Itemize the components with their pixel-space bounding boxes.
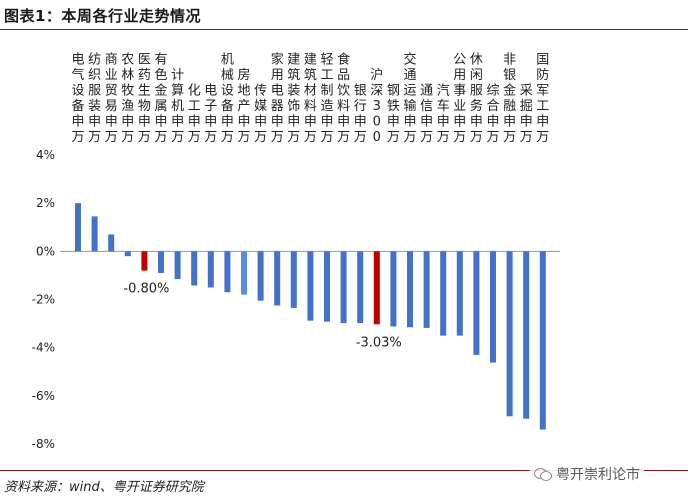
category-label: 国防军工申万 <box>536 53 549 146</box>
y-tick-label: -8% <box>32 437 55 451</box>
category-label: 医药生物申万 <box>138 53 151 146</box>
category-label: 非银金融申万 <box>503 53 516 146</box>
category-label: 轻工制造申万 <box>320 53 333 146</box>
bar-18 <box>357 251 364 324</box>
figure-title: 图表1：本周各行业走势情况 <box>4 7 201 25</box>
bar-11 <box>241 251 247 295</box>
bar-29 <box>539 251 546 430</box>
bar-8 <box>191 251 198 286</box>
bar-16 <box>324 251 330 322</box>
category-label: 建筑装饰申万 <box>287 53 300 146</box>
category-label: 建筑材料申万 <box>304 53 317 146</box>
bar-27 <box>506 251 513 417</box>
category-label: 有色金属申万 <box>154 53 167 146</box>
category-label: 电气设备申万 <box>71 53 84 146</box>
bar-3 <box>108 234 115 252</box>
y-tick-label: 2% <box>36 196 55 210</box>
y-tick-label: 0% <box>36 244 55 258</box>
bar-chart: -8% -6% -4% -2% 0% 2% 4% 电气设备申万纺织服装申万商业贸易申万农林牧渔… <box>32 52 560 451</box>
bar-15 <box>307 251 314 321</box>
bar-19 <box>373 251 380 325</box>
bar-7 <box>174 251 181 280</box>
category-label: 房地产申万 <box>237 67 250 145</box>
source-note: 资料来源：wind、粤开证券研究院 <box>4 480 204 495</box>
category-label: 通信申万 <box>420 84 433 146</box>
category-label: 休闲服务申万 <box>470 53 483 146</box>
category-label: 汽车申万 <box>437 84 450 146</box>
bar-22 <box>423 251 430 328</box>
y-tick-label: 4% <box>36 148 55 162</box>
bar-20 <box>390 251 397 327</box>
y-tick-label: -2% <box>32 293 55 307</box>
bar-5 <box>141 251 148 271</box>
category-label: 沪深 3 0 0 <box>370 67 383 145</box>
bar-10 <box>224 251 231 293</box>
category-label: 化工申万 <box>188 84 201 146</box>
category-label: 银行申万 <box>354 84 367 146</box>
y-tick-label: -6% <box>32 389 55 403</box>
category-label: 纺织服装申万 <box>88 53 101 146</box>
bottom-rule <box>0 470 688 471</box>
category-label: 钢铁申万 <box>387 84 400 146</box>
wechat-icon <box>534 467 552 481</box>
data-label: -3.03% <box>356 335 402 350</box>
bar-1 <box>75 203 81 252</box>
category-label: 电子申万 <box>204 84 217 146</box>
bar-25 <box>473 251 480 355</box>
category-label: 农林牧渔申万 <box>121 53 134 146</box>
watermark: 粤开崇利论市 <box>530 462 644 486</box>
category-label: 商业贸易申万 <box>105 53 118 146</box>
bar-26 <box>490 251 496 363</box>
category-label: 综合申万 <box>486 84 499 146</box>
bar-13 <box>274 251 281 306</box>
bar-17 <box>340 251 347 324</box>
bar-28 <box>523 251 530 419</box>
category-label: 交通运输申万 <box>403 52 416 146</box>
bar-4 <box>124 251 131 257</box>
bar-14 <box>290 251 297 308</box>
bar-24 <box>456 251 463 336</box>
category-label: 传媒申万 <box>254 84 267 146</box>
bar-23 <box>440 251 447 336</box>
category-label: 家用电器申万 <box>271 52 284 146</box>
watermark-text: 粤开崇利论市 <box>556 467 640 483</box>
category-label: 计算机申万 <box>171 68 184 145</box>
category-label: 公用事业申万 <box>453 53 466 146</box>
top-rule <box>0 29 688 30</box>
bar-9 <box>207 251 214 288</box>
data-label: -0.80% <box>123 282 169 297</box>
category-label: 采掘申万 <box>520 84 533 146</box>
bar-12 <box>257 251 264 301</box>
bar-21 <box>407 251 413 328</box>
bar-6 <box>158 251 164 274</box>
y-tick-label: -4% <box>32 341 55 355</box>
bar-2 <box>91 216 98 252</box>
category-label: 食品饮料申万 <box>337 52 350 146</box>
category-label: 机械设备申万 <box>221 53 234 146</box>
